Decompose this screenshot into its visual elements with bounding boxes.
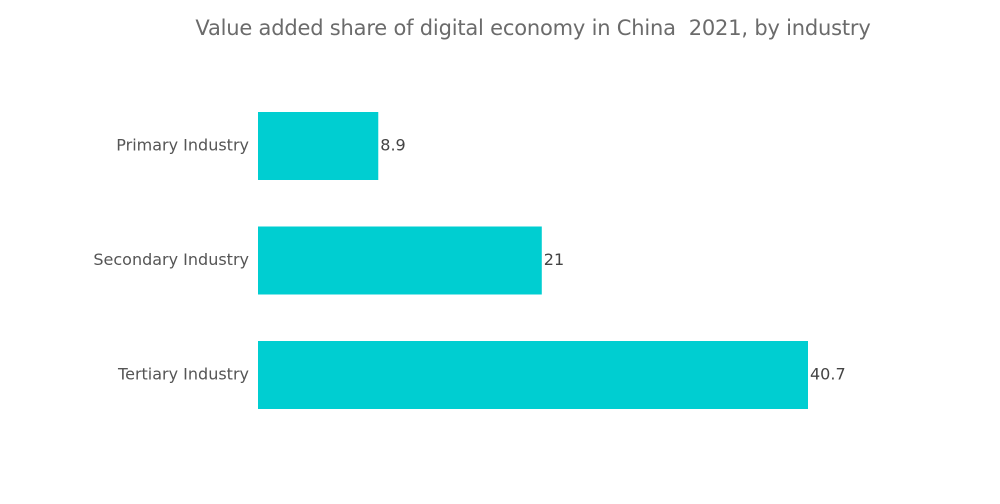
category-label: Tertiary Industry [117,365,249,384]
category-label: Primary Industry [116,136,249,155]
chart-title: Value added share of digital economy in … [195,16,871,40]
bar-primary-industry [258,112,379,180]
bar-tertiary-industry [258,341,808,409]
category-label: Secondary Industry [93,250,249,269]
value-label: 21 [544,250,564,269]
value-label: 40.7 [810,365,846,384]
value-label: 8.9 [380,136,405,155]
bar-secondary-industry [258,226,542,295]
